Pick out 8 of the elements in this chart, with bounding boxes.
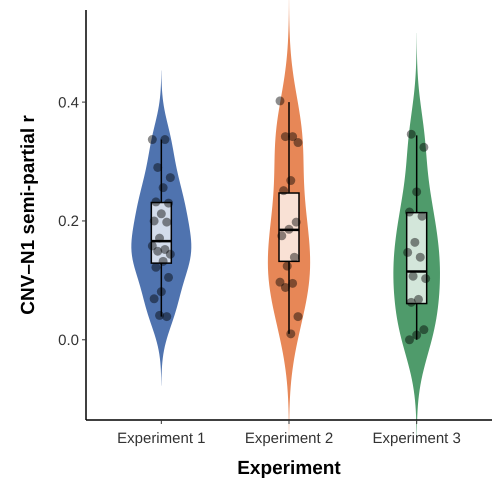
y-axis-title: CNV–N1 semi-partial r [18,114,39,315]
y-tick-label: 0.2 [58,213,79,230]
x-tick-label: Experiment 3 [372,430,461,447]
y-tick-label: 0.4 [58,94,79,112]
x-tick-label: Experiment 1 [117,430,206,447]
x-axis-title: Experiment [237,458,342,479]
x-tick-label: Experiment 2 [244,430,334,447]
y-tick-label: 0.0 [58,332,79,350]
